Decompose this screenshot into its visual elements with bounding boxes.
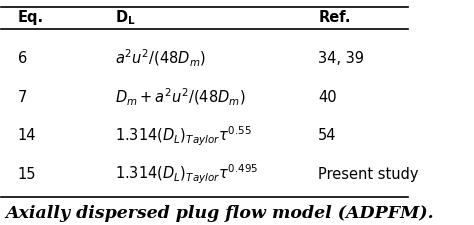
Text: 54: 54 (318, 128, 337, 144)
Text: 7: 7 (18, 90, 27, 105)
Text: 34, 39: 34, 39 (318, 51, 365, 66)
Text: $a^2u^2/(48D_m)$: $a^2u^2/(48D_m)$ (115, 48, 206, 69)
Text: Ref.: Ref. (318, 10, 351, 25)
Text: $\mathbf{D_L}$: $\mathbf{D_L}$ (115, 9, 136, 27)
Text: $1.314(D_L)_{Taylor}\tau^{0.55}$: $1.314(D_L)_{Taylor}\tau^{0.55}$ (115, 124, 252, 148)
Text: Eq.: Eq. (18, 10, 44, 25)
Text: $1.314(D_L)_{Taylor}\tau^{0.495}$: $1.314(D_L)_{Taylor}\tau^{0.495}$ (115, 163, 258, 186)
Text: Present study: Present study (318, 167, 419, 182)
Text: 6: 6 (18, 51, 27, 66)
Text: 40: 40 (318, 90, 337, 105)
Text: Axially dispersed plug flow model (ADPFM).: Axially dispersed plug flow model (ADPFM… (6, 205, 434, 222)
Text: $D_m + a^2u^2/(48D_m)$: $D_m + a^2u^2/(48D_m)$ (115, 87, 246, 108)
Text: 15: 15 (18, 167, 36, 182)
Text: 14: 14 (18, 128, 36, 144)
